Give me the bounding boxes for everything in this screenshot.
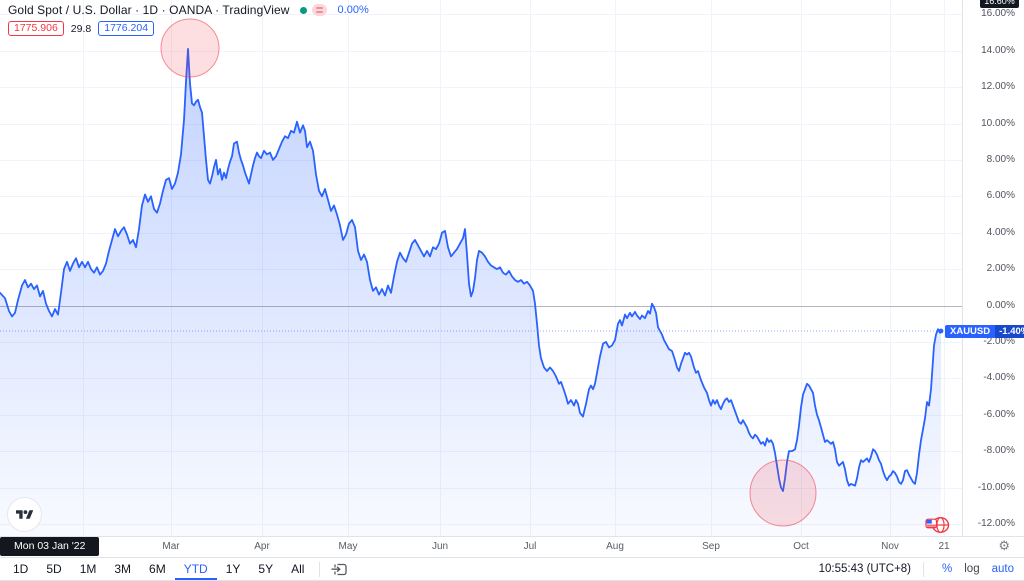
go-to-date-button[interactable] bbox=[326, 559, 352, 579]
price-axis-label: -12.00% bbox=[977, 517, 1015, 529]
symbol-name: XAUUSD bbox=[945, 325, 996, 338]
price-axis-label: 8.00% bbox=[986, 153, 1015, 165]
range-button-1d[interactable]: 1D bbox=[13, 561, 29, 576]
buy-price-badge[interactable]: 1776.204 bbox=[98, 21, 155, 36]
toolbar-divider bbox=[319, 561, 321, 577]
time-axis-label: Jun bbox=[431, 541, 449, 552]
price-axis-label: -8.00% bbox=[983, 445, 1015, 457]
time-axis-label: Nov bbox=[881, 541, 899, 552]
annotation-circles bbox=[160, 18, 817, 527]
gear-icon[interactable]: ⚙ bbox=[998, 539, 1010, 554]
time-axis-label: Aug bbox=[606, 541, 624, 552]
last-price-badge: XAUUSD -1.40% bbox=[945, 325, 1024, 338]
toolbar-right-group: 10:55:43 (UTC+8) % log auto bbox=[818, 561, 1014, 577]
range-button-3m[interactable]: 3M bbox=[114, 561, 132, 576]
scale-button-percent[interactable]: % bbox=[942, 563, 953, 575]
time-axis-label: Oct bbox=[793, 541, 809, 552]
price-axis-label: 12.00% bbox=[981, 81, 1015, 93]
tradingview-logo-icon bbox=[16, 509, 33, 519]
compare-equals-icon[interactable] bbox=[311, 4, 327, 16]
price-axis-label: 0.00% bbox=[986, 299, 1015, 311]
range-button-all[interactable]: All bbox=[291, 561, 305, 576]
crosshair-date-badge: Mon 03 Jan '22 bbox=[0, 537, 100, 556]
chart-pane[interactable]: Gold Spot / U.S. Dollar · 1D · OANDA · T… bbox=[0, 0, 962, 536]
price-axis-label: 6.00% bbox=[986, 190, 1015, 202]
price-axis-label: 2.00% bbox=[986, 263, 1015, 275]
time-axis-label: Jul bbox=[523, 541, 537, 552]
chart-legend: Gold Spot / U.S. Dollar · 1D · OANDA · T… bbox=[8, 2, 369, 36]
crosshair-price-badge: 16.60% bbox=[980, 0, 1019, 8]
price-axis-label: 14.00% bbox=[981, 44, 1015, 56]
highlight-circle bbox=[160, 18, 220, 78]
symbol-title[interactable]: Gold Spot / U.S. Dollar · 1D · OANDA · T… bbox=[8, 3, 290, 17]
date-range-group: 1D 5D 1M 3M 6M YTD 1Y 5Y All bbox=[4, 559, 313, 580]
scale-button-log[interactable]: log bbox=[964, 563, 980, 575]
last-price-value: -1.40% bbox=[995, 325, 1024, 338]
price-chart[interactable] bbox=[0, 0, 962, 536]
globe-flag-icon[interactable] bbox=[925, 516, 950, 536]
highlight-circle bbox=[749, 459, 817, 527]
price-axis-label: 10.00% bbox=[981, 117, 1015, 129]
scale-button-group: % log auto bbox=[930, 563, 1014, 575]
range-button-5y[interactable]: 5Y bbox=[258, 561, 274, 576]
toolbar-divider bbox=[923, 561, 925, 577]
price-axis-label: 16.00% bbox=[981, 8, 1015, 20]
time-axis-label: Apr bbox=[254, 541, 270, 552]
time-axis-label: Mar bbox=[162, 541, 180, 552]
bottom-toolbar: 1D 5D 1M 3M 6M YTD 1Y 5Y All 10:55:43 (UTC+8) % l… bbox=[0, 557, 1024, 581]
price-axis-label: -10.00% bbox=[977, 481, 1015, 493]
price-axis-label: -2.00% bbox=[983, 335, 1015, 347]
time-axis-label: Sep bbox=[702, 541, 720, 552]
range-button-1y[interactable]: 1Y bbox=[225, 561, 241, 576]
range-button-6m[interactable]: 6M bbox=[149, 561, 166, 576]
price-axis-label: -6.00% bbox=[983, 408, 1015, 420]
change-percent-value: 0.00% bbox=[337, 4, 369, 16]
range-button-ytd[interactable]: YTD bbox=[174, 559, 217, 580]
last-point-marker bbox=[938, 328, 944, 334]
time-axis-label: May bbox=[338, 541, 358, 552]
go-to-date-icon bbox=[331, 563, 348, 575]
time-axis-label: 21 bbox=[938, 541, 950, 552]
price-axis-label: -4.00% bbox=[983, 372, 1015, 384]
series-area bbox=[0, 48, 941, 536]
price-axis-label: 4.00% bbox=[986, 226, 1015, 238]
sell-price-badge[interactable]: 1775.906 bbox=[8, 21, 64, 36]
time-axis[interactable]: Mon 03 Jan '22 ⚙ FebMarAprMayJunJulAugSe… bbox=[0, 536, 1024, 557]
range-button-5d[interactable]: 5D bbox=[46, 561, 62, 576]
tradingview-logo[interactable] bbox=[7, 497, 42, 532]
range-button-1m[interactable]: 1M bbox=[79, 561, 97, 576]
price-axis[interactable]: 16.60% 16.00% 14.00% 12.00% 10.00% 8.00% 6.00… bbox=[962, 0, 1024, 536]
series-line[interactable] bbox=[0, 48, 942, 492]
spread-value: 29.8 bbox=[70, 22, 92, 35]
clock-timezone-button[interactable]: 10:55:43 (UTC+8) bbox=[818, 563, 912, 575]
market-status-dot-icon bbox=[299, 6, 307, 14]
scale-button-auto[interactable]: auto bbox=[991, 563, 1014, 575]
